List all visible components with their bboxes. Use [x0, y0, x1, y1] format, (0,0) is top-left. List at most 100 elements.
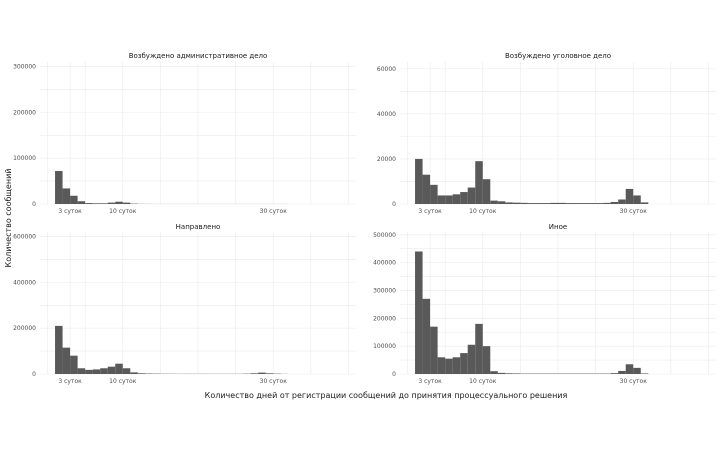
histogram-bar: [475, 161, 483, 204]
histogram-bar: [520, 202, 528, 204]
x-tick-label: 30 суток: [260, 378, 288, 385]
histogram-bar: [77, 368, 86, 374]
histogram-bar: [535, 203, 543, 204]
histogram-bar: [482, 179, 491, 204]
histogram-bar: [610, 201, 619, 204]
histogram-bar: [250, 373, 259, 374]
panel-title: Возбуждено уголовное дело: [505, 52, 611, 60]
histogram-bar: [415, 158, 423, 204]
x-tick-label: 10 суток: [109, 378, 137, 385]
panel-2: 0 20000 40000 60000 3 суток 10 суток 30 суток В…: [377, 52, 716, 215]
histogram-bar: [62, 188, 71, 204]
x-tick-label: 10 суток: [109, 208, 137, 215]
histogram-bar: [527, 203, 536, 204]
histogram-bar: [565, 203, 574, 204]
histogram-bar: [85, 369, 93, 374]
histogram-bar: [588, 203, 596, 204]
histogram-bar: [437, 357, 446, 374]
histogram-bar: [115, 363, 123, 374]
histogram-bar: [62, 347, 71, 374]
histogram-bar: [467, 187, 476, 204]
y-tick-label: 0: [32, 201, 36, 208]
histogram-bar: [618, 199, 626, 204]
histogram-bar: [467, 344, 476, 374]
histogram-bar: [618, 370, 626, 374]
histogram-bar: [452, 357, 461, 374]
y-tick-label: 100000: [373, 343, 396, 350]
histogram-bar: [115, 201, 123, 204]
histogram-bar: [430, 184, 438, 204]
histogram-bar: [640, 202, 649, 204]
x-tick-label: 10 суток: [469, 208, 497, 215]
panel-1: 0 100000 200000 300000 3 суток 10 суток 30 сут…: [13, 52, 356, 215]
panel-4: 0 100000 200000 300000 400000 500000 3 суток 10…: [373, 223, 716, 385]
panel-title: Направлено: [176, 223, 221, 231]
histogram-bar: [77, 201, 86, 204]
histogram-bar: [415, 251, 423, 374]
histogram-bar: [122, 202, 131, 204]
histogram-bar: [482, 346, 491, 374]
histogram-bar: [633, 367, 641, 374]
y-tick-label: 40000: [377, 111, 396, 118]
x-tick-label: 3 суток: [418, 208, 442, 215]
histogram-bar: [85, 203, 93, 204]
histogram-bar: [122, 368, 131, 374]
x-axis-title: Количество дней от регистрации сообщений…: [205, 391, 568, 400]
histogram-bar: [55, 171, 63, 204]
y-tick-label: 400000: [373, 260, 396, 267]
x-tick-label: 3 суток: [418, 378, 442, 385]
y-tick-label: 200000: [13, 109, 36, 116]
histogram-bar: [430, 326, 438, 374]
histogram-bar: [70, 195, 78, 204]
histogram-bar: [633, 195, 641, 204]
x-tick-label: 10 суток: [469, 378, 497, 385]
x-tick-label: 30 суток: [620, 378, 648, 385]
histogram-bar: [445, 358, 453, 374]
histogram-bar: [445, 195, 453, 204]
histogram-bar: [137, 373, 146, 374]
histogram-bar: [580, 203, 589, 204]
histogram-bar: [265, 373, 274, 374]
histogram-bar: [640, 373, 649, 374]
histogram-bar: [92, 203, 101, 204]
histogram-bar: [100, 203, 108, 204]
histogram-bar: [130, 372, 138, 374]
histogram-bar: [505, 202, 513, 204]
panel-title: Иное: [549, 223, 567, 231]
histogram-bar: [490, 200, 498, 204]
histogram-bar: [573, 203, 581, 204]
panel-title: Возбуждено административное дело: [129, 52, 268, 60]
x-tick-label: 30 суток: [620, 208, 648, 215]
histogram-bar: [422, 298, 431, 374]
histogram-bar: [558, 202, 566, 204]
x-tick-label: 30 суток: [260, 208, 288, 215]
histogram-bar: [512, 373, 521, 374]
histogram-bar: [505, 373, 513, 374]
y-tick-label: 200000: [373, 315, 396, 322]
histogram-bar: [625, 188, 634, 204]
y-tick-label: 300000: [373, 287, 396, 294]
y-tick-label: 0: [392, 201, 396, 208]
histogram-bar: [92, 369, 101, 374]
histogram-bar: [107, 366, 116, 374]
histogram-bar: [610, 373, 619, 374]
histogram-bar: [512, 202, 521, 204]
histogram-bar: [542, 203, 551, 204]
histogram-bar: [550, 202, 558, 204]
y-tick-label: 60000: [377, 66, 396, 73]
histogram-bar: [625, 364, 634, 374]
histogram-bar: [422, 174, 431, 204]
histogram-bar: [475, 323, 483, 374]
histogram-bar: [437, 195, 446, 204]
y-tick-label: 200000: [13, 325, 36, 332]
histogram-bar: [603, 202, 611, 204]
histogram-bar: [460, 192, 468, 204]
y-axis-title: Количество сообщений: [4, 169, 13, 268]
histogram-bar: [100, 368, 108, 374]
x-tick-label: 3 суток: [58, 208, 82, 215]
histogram-bar: [107, 202, 116, 204]
histogram-bar: [595, 203, 604, 204]
histogram-bar: [55, 325, 63, 374]
histogram-bar: [460, 353, 468, 374]
